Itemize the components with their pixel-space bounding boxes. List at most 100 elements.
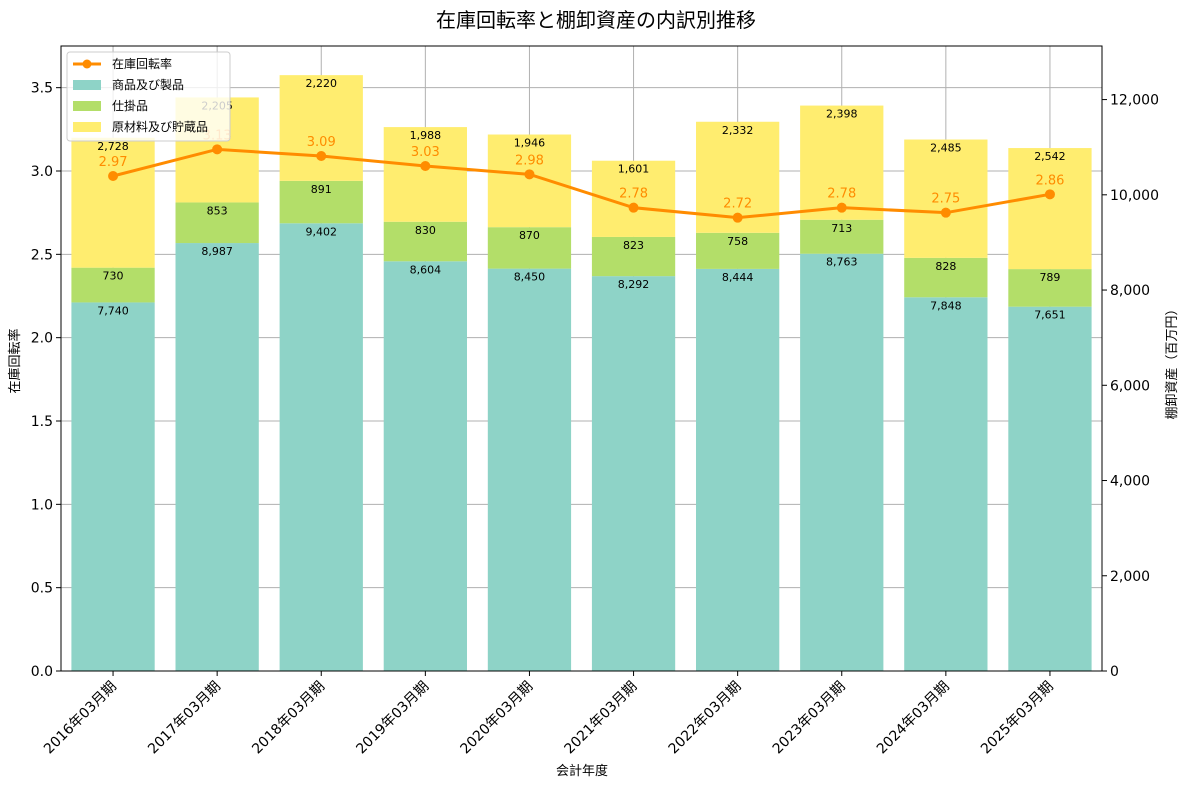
rate-value-label: 2.97 [99,155,128,170]
bar-segment [279,223,363,672]
legend-swatch [73,101,101,111]
bar-value-label: 8,987 [201,245,233,258]
bar-labels: 7,7407302,7288,9878532,2059,4028912,2208… [97,77,1065,322]
bar-value-label: 789 [1039,271,1060,284]
right-y-axis: 0 2,000 4,000 6,000 8,000 10,000 12,000 [1102,93,1159,680]
legend-line-marker [82,59,92,69]
bar-value-label: 828 [935,260,956,273]
y-left-tick-label: 0.0 [31,664,53,680]
y-left-tick-label: 1.5 [31,414,53,430]
rate-value-label: 2.78 [827,187,856,202]
bar-segment [383,221,467,262]
y-right-tick-label: 12,000 [1110,93,1159,109]
bar-segment [487,268,572,671]
x-tick-label: 2021年03月期 [562,679,641,758]
bar-value-label: 7,740 [97,304,129,317]
bar-value-label: 891 [311,183,332,196]
bar-segment [487,134,572,228]
chart-title: 在庫回転率と棚卸資産の内訳別推移 [436,8,756,32]
bar-value-label: 2,332 [722,124,754,137]
bar-value-label: 8,292 [618,278,650,291]
bar-segment [71,137,155,268]
bar-segment [800,105,884,220]
rate-point [316,151,327,161]
x-axis: 2016年03月期 2017年03月期 2018年03月期 2019年03月期 2020… [41,671,1057,757]
bar-value-label: 830 [415,224,436,237]
rate-value-label: 2.78 [619,187,648,202]
bar-segment [279,75,363,181]
y-right-tick-label: 10,000 [1110,188,1159,204]
bar-segment [591,236,676,277]
bar-segment [800,219,884,254]
y-left-tick-label: 3.0 [31,164,53,180]
bar-segment [904,297,988,671]
bar-segment [1008,148,1092,270]
rate-point [108,171,119,181]
bar-value-label: 7,848 [930,299,962,312]
legend-label: 仕掛品 [112,98,148,113]
bar-segment [591,276,676,671]
bar-value-label: 2,398 [826,108,858,121]
rate-point [940,207,951,218]
y-right-tick-label: 0 [1110,664,1119,680]
y-left-tick-label: 2.5 [31,247,53,263]
y-right-tick-label: 2,000 [1110,569,1150,585]
bar-segment [383,127,467,222]
x-tick-label: 2019年03月期 [353,679,432,758]
rate-line-layer: 2.973.133.093.032.982.782.722.782.752.86 [99,128,1064,223]
x-tick-label: 2020年03月期 [457,679,536,758]
bar-segment [279,180,363,224]
bar-segment [71,302,155,671]
rate-point [212,144,223,155]
bar-segment [800,253,884,671]
rate-value-label: 2.86 [1035,173,1064,188]
bar-value-label: 7,651 [1034,309,1066,322]
bar-segment [1008,306,1092,671]
bar-segment [175,243,259,672]
x-tick-label: 2024年03月期 [874,679,953,758]
bar-segment [696,268,780,671]
bar-segment [904,139,988,258]
rate-value-label: 2.72 [723,197,752,212]
rate-line [112,147,1051,220]
bar-segment [383,261,467,671]
x-tick-label: 2016年03月期 [41,679,120,758]
x-axis-label: 会計年度 [556,763,608,779]
y-left-tick-label: 3.5 [31,81,53,97]
x-tick-label: 2022年03月期 [666,679,745,758]
y-axis-right-label: 棚卸資産（百万円） [1164,302,1180,419]
y-left-tick-label: 1.0 [31,497,53,513]
plot-frame [60,45,1103,672]
bar-value-label: 1,946 [514,137,546,150]
y-left-tick-label: 0.5 [31,581,53,597]
legend-swatch [73,80,101,90]
bar-segment [1008,269,1092,307]
rate-point [420,161,431,171]
bar-value-label: 8,763 [826,256,858,269]
bar-segment [175,202,259,244]
bar-value-label: 2,542 [1034,150,1066,163]
bar-segment [904,257,988,298]
legend-label: 在庫回転率 [112,56,172,71]
y-right-tick-label: 6,000 [1110,378,1150,394]
rate-point [524,169,535,180]
y-right-tick-label: 4,000 [1110,474,1150,490]
bar-value-label: 2,485 [930,142,962,155]
y-axis-left-label: 在庫回転率 [7,328,23,393]
rate-point [1044,189,1055,200]
legend-label: 原材料及び貯蔵品 [112,120,208,134]
rate-point [628,202,639,213]
bar-segment [487,227,572,269]
y-right-tick-label: 8,000 [1110,283,1150,299]
rate-point [836,202,847,213]
bar-value-label: 1,601 [618,163,650,176]
bars [71,75,1092,672]
bar-value-label: 8,444 [722,271,754,284]
bar-segment [696,232,780,269]
left-y-axis: 0.0 0.5 1.0 1.5 2.0 2.5 3.0 3.5 [31,81,61,680]
rate-point [732,212,743,223]
x-tick-label: 2018年03月期 [249,679,328,758]
y-left-tick-label: 2.0 [31,331,53,347]
